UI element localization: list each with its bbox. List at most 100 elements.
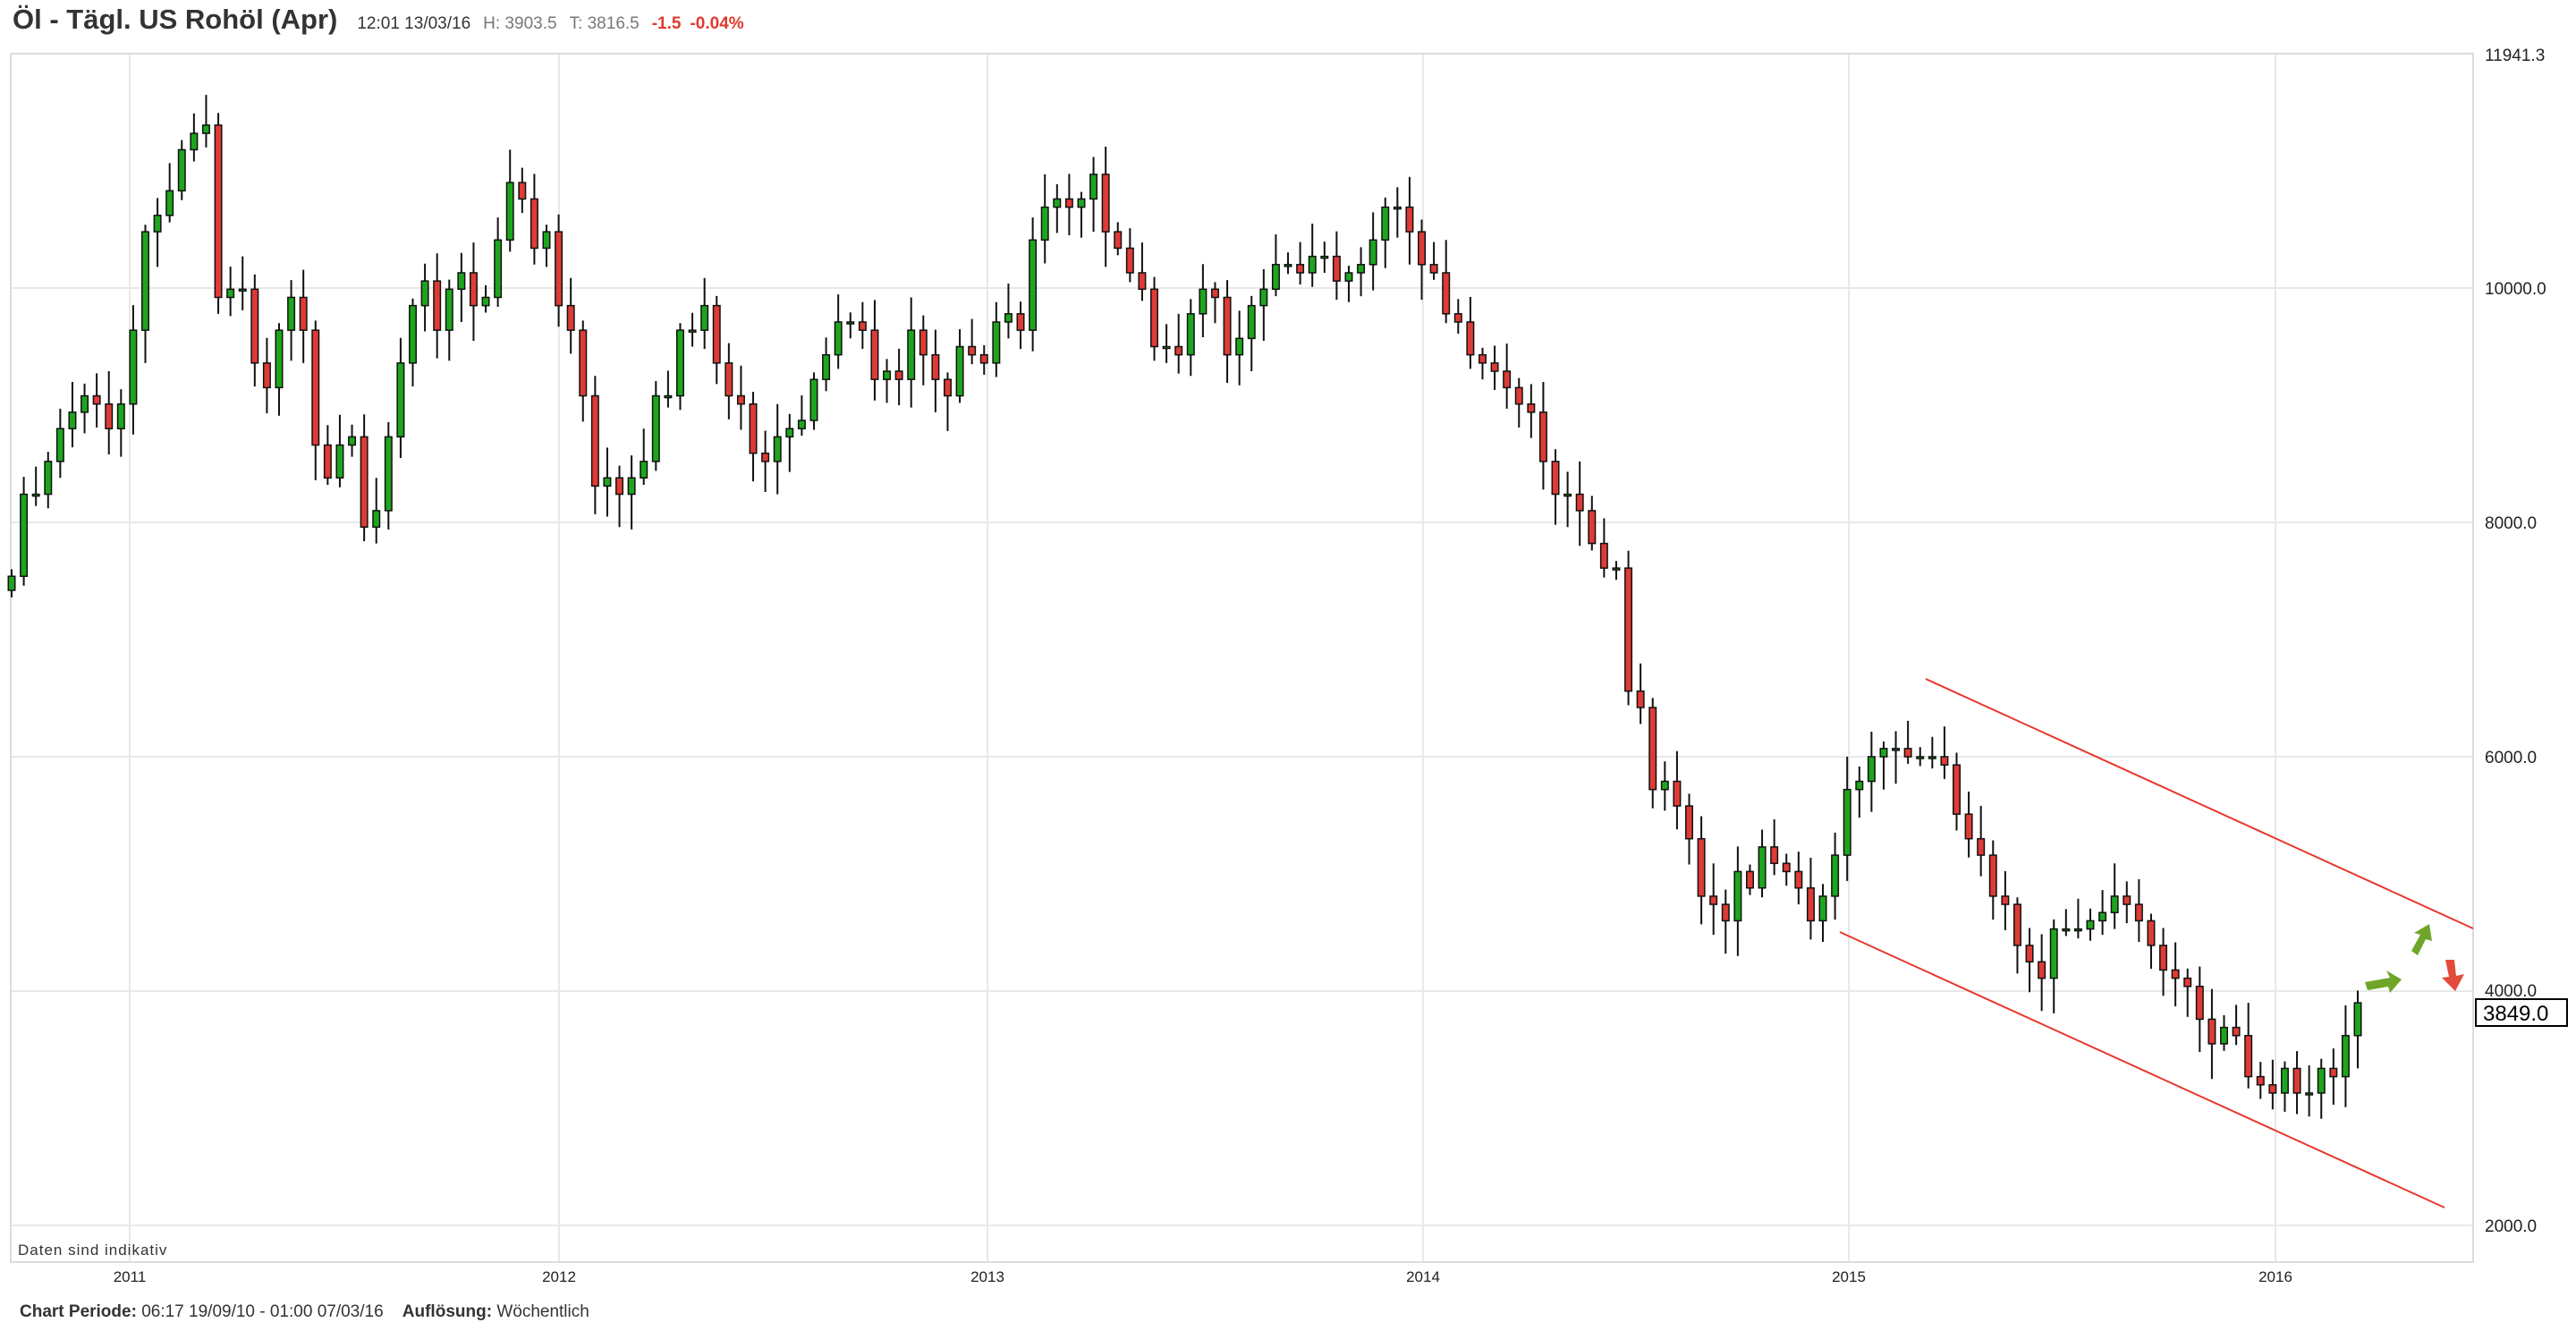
resolution-value: Wöchentlich: [496, 1302, 589, 1321]
candle: [883, 359, 892, 403]
candle-body-down: [2244, 1035, 2253, 1078]
plot-area-border: [10, 53, 2474, 1263]
candle: [1247, 295, 1256, 372]
x-tick-label: 2015: [1832, 1268, 1866, 1285]
candle: [2329, 1048, 2338, 1106]
candle-body-up: [1162, 345, 1171, 350]
candle: [542, 225, 551, 267]
candle-body-up: [7, 575, 16, 591]
candle: [116, 389, 125, 457]
candle-body-up: [20, 493, 29, 578]
candle: [1794, 852, 1803, 905]
candle-body-down: [262, 362, 271, 389]
candle-body-up: [1089, 174, 1098, 200]
candle: [1782, 853, 1791, 886]
change-percent: -0.04%: [690, 14, 744, 33]
candle: [1673, 750, 1682, 830]
candle-body-down: [1697, 837, 1706, 897]
high-value: H: 3903.5: [483, 14, 557, 33]
candle: [1332, 231, 1341, 301]
candle: [555, 214, 564, 327]
candle: [457, 252, 466, 322]
candle: [1077, 191, 1086, 238]
candle-body-up: [396, 362, 405, 438]
candle-body-up: [1733, 870, 1742, 922]
candle: [530, 174, 538, 265]
candle-body-up: [2341, 1035, 2350, 1078]
candle: [55, 408, 64, 479]
candle-body-up: [1344, 272, 1353, 282]
candle: [1758, 829, 1767, 898]
candle-body-up: [348, 436, 357, 446]
candle: [372, 478, 381, 544]
candle-body-down: [2232, 1026, 2241, 1037]
y-tick-label: 6000.0: [2485, 749, 2537, 767]
candle-body-down: [1125, 247, 1134, 274]
candle-body-up: [153, 215, 162, 233]
candle-body-down: [1988, 854, 1997, 897]
candle: [1940, 726, 1949, 779]
candle-body-down: [1150, 288, 1159, 348]
candle-body-up: [177, 148, 186, 192]
candle-body-up: [907, 329, 916, 380]
candle-body-down: [1721, 903, 1730, 922]
arrow-right-icon: [2365, 971, 2402, 993]
candle-body-up: [1381, 206, 1390, 242]
candle-body-up: [992, 321, 1001, 364]
candle: [1831, 832, 1840, 920]
candle: [1368, 212, 1377, 291]
candle: [481, 284, 490, 313]
candle: [2232, 1005, 2241, 1046]
candle: [846, 312, 855, 339]
candle: [1186, 299, 1195, 377]
candle: [1101, 147, 1110, 267]
candle: [651, 381, 660, 471]
candle: [1405, 176, 1414, 265]
candle: [724, 343, 733, 420]
candle-body-down: [1806, 886, 1815, 922]
candle-body-down: [1551, 461, 1560, 496]
candle-body-up: [822, 353, 831, 380]
candle-body-down: [323, 444, 332, 479]
candle: [858, 301, 867, 350]
candle: [2123, 881, 2131, 924]
candle-body-down: [2292, 1067, 2301, 1094]
candle-body-down: [979, 353, 988, 364]
candle-body-down: [1745, 870, 1754, 889]
candle: [409, 298, 417, 387]
candle-body-up: [2317, 1067, 2326, 1094]
candle: [433, 253, 442, 359]
candle: [1259, 269, 1268, 341]
candle: [943, 372, 952, 431]
candle-body-down: [1114, 231, 1123, 250]
candle: [579, 320, 588, 422]
candle: [2073, 898, 2082, 939]
candle: [1685, 793, 1694, 865]
arrow-up-icon: [2411, 924, 2432, 955]
candle-body-down: [1538, 411, 1547, 462]
candle: [92, 373, 101, 428]
candle-body-down: [943, 378, 952, 397]
candle-body-up: [1916, 756, 1925, 759]
candle-body-up: [420, 280, 429, 307]
candle-body-down: [736, 394, 745, 405]
candle: [797, 394, 806, 437]
candle-body-up: [542, 231, 551, 250]
arrow-down-icon: [2442, 960, 2464, 991]
candle-body-up: [1040, 206, 1049, 242]
candle-body-up: [1563, 493, 1572, 497]
candle-body-up: [773, 436, 782, 462]
candle-body-down: [1673, 780, 1682, 807]
candle-body-up: [457, 272, 466, 291]
candle-body-down: [1174, 345, 1183, 356]
change-value: -1.5: [651, 14, 682, 33]
candle: [615, 465, 624, 528]
candle: [640, 428, 648, 486]
candle: [834, 294, 843, 369]
candle-body-down: [1223, 296, 1232, 356]
candle-body-down: [530, 198, 538, 250]
candle: [68, 382, 77, 448]
candle: [129, 305, 138, 435]
candle-body-up: [834, 321, 843, 356]
